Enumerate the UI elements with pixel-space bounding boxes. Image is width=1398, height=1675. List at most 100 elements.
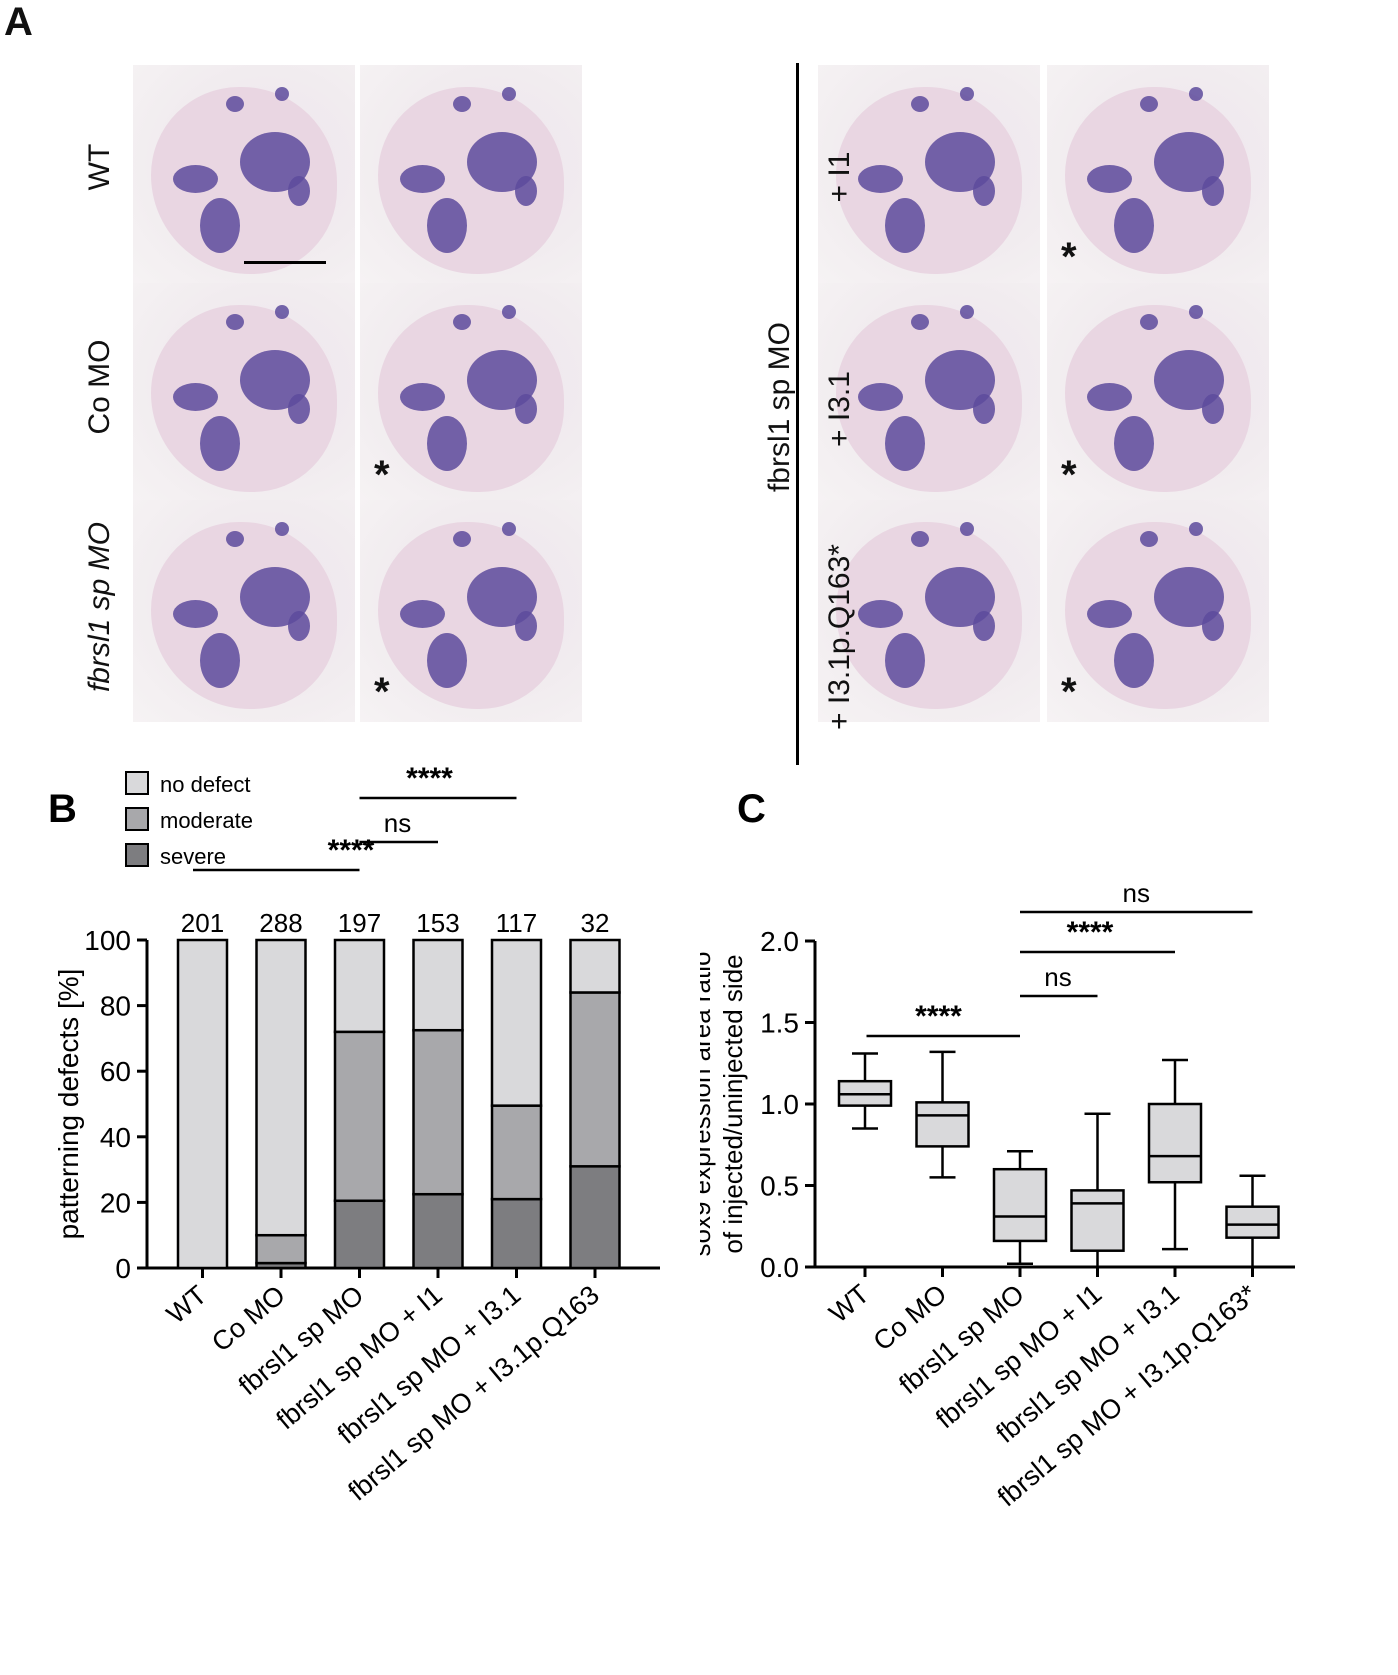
expression-spot [288, 611, 311, 641]
expression-spot [515, 611, 538, 641]
significance-label: ns [1123, 878, 1150, 908]
embryo-photo [818, 500, 1040, 722]
expression-spot [399, 599, 445, 628]
embryo-photo [133, 283, 355, 505]
bar-segment [412, 1192, 464, 1270]
expression-spot [1140, 531, 1159, 548]
expression-spot [960, 87, 975, 102]
legend-swatch [125, 807, 149, 831]
y-tick-label: 0.0 [760, 1252, 799, 1283]
expression-spot [426, 416, 467, 472]
embryo-photo [360, 65, 582, 287]
expression-spot [502, 87, 517, 102]
bar-count-label: 201 [181, 908, 224, 938]
expression-spot [399, 164, 445, 193]
bar-count-label: 117 [496, 908, 537, 938]
bar-segment [333, 938, 386, 1034]
expression-spot [426, 633, 467, 689]
expression-spot [199, 198, 240, 254]
scale-bar [244, 261, 326, 264]
box [1225, 1205, 1280, 1239]
bar-segment [255, 1233, 307, 1265]
box [992, 1167, 1048, 1243]
legend-swatch [125, 843, 149, 867]
right-group-label: fbrsl1 sp MO [763, 321, 796, 493]
expression-spot [1189, 305, 1204, 320]
y-tick-label: 20 [100, 1187, 131, 1218]
expression-spot [199, 633, 240, 689]
row-label-co-mo: Co MO [83, 339, 116, 435]
box [915, 1101, 970, 1148]
expression-spot [426, 198, 467, 254]
panel-a-letter: A [4, 0, 33, 44]
injected-side-asterisk: * [1061, 235, 1077, 279]
expression-spot [172, 164, 218, 193]
embryo-photo [818, 283, 1040, 505]
expression-spot [911, 314, 930, 331]
significance-b: ****ns****ns [193, 762, 517, 872]
expression-spot [1189, 87, 1204, 102]
y-tick-label: 0.5 [760, 1171, 799, 1202]
significance-label: **** [328, 834, 375, 867]
panel-c-letter: C [737, 787, 766, 831]
expression-spot [515, 176, 538, 206]
expression-spot [172, 382, 218, 411]
expression-spot [1113, 633, 1154, 689]
bar-segment [333, 1199, 386, 1270]
chart-c: C **** ns **** ns 0.0 0.5 1.0 1.5 2.0 sox9 expre… [700, 787, 1295, 1512]
bar-segment [333, 1030, 386, 1203]
expression-spot [960, 305, 975, 320]
bar-segment [255, 938, 307, 1237]
expression-spot [1086, 164, 1132, 193]
expression-spot [1113, 416, 1154, 472]
legend-swatch [125, 771, 149, 795]
embryo-photo [133, 65, 355, 287]
y-axis-label-line2: of injected/uninjected side [718, 954, 748, 1253]
expression-spot [884, 198, 925, 254]
embryo-photo: * [360, 283, 582, 505]
expression-spot [226, 314, 245, 331]
expression-spot [857, 164, 903, 193]
bar-segment [569, 1165, 621, 1270]
bar-segment [490, 1104, 543, 1201]
significance-label: ns [384, 808, 411, 838]
bar-count-label: 32 [581, 908, 610, 938]
row-label-fbrsl1-sp-mo: fbrsl1 sp MO [83, 521, 116, 693]
expression-spot [1202, 611, 1225, 641]
legend-label: moderate [160, 808, 253, 833]
x-tick-label: WT [161, 1280, 212, 1330]
expression-spot [453, 531, 472, 548]
expression-spot [1140, 314, 1159, 331]
expression-spot [275, 305, 290, 320]
significance-c: **** ns **** ns [866, 878, 1253, 1038]
bar-segment [412, 938, 464, 1032]
row-label-wt: WT [83, 143, 116, 191]
row-label-plus-i3-1: + I3.1 [823, 371, 856, 447]
expression-spot [1113, 198, 1154, 254]
expression-spot [275, 522, 290, 537]
significance-label: **** [1067, 916, 1114, 949]
box [1147, 1102, 1203, 1184]
embryo-photo [133, 500, 355, 722]
row-label-plus-i3-1p-q163: + I3.1p.Q163* [823, 544, 856, 730]
expression-spot [973, 611, 996, 641]
embryo-photo: * [360, 500, 582, 722]
bar-segment [412, 1028, 464, 1196]
y-tick-label: 100 [84, 925, 131, 956]
y-tick-label: 80 [100, 991, 131, 1022]
significance-label: **** [915, 1000, 962, 1033]
legend-b: no defect moderate severe [125, 771, 253, 869]
expression-spot [288, 176, 311, 206]
y-axis-label: patterning defects [%] [53, 969, 84, 1240]
expression-spot [453, 96, 472, 113]
expression-spot [226, 531, 245, 548]
expression-spot [515, 394, 538, 424]
significance-label: ns [1044, 962, 1071, 992]
row-label-plus-i1: + I1 [823, 151, 856, 203]
panel-b-letter: B [48, 787, 77, 831]
expression-spot [199, 416, 240, 472]
expression-spot [502, 305, 517, 320]
